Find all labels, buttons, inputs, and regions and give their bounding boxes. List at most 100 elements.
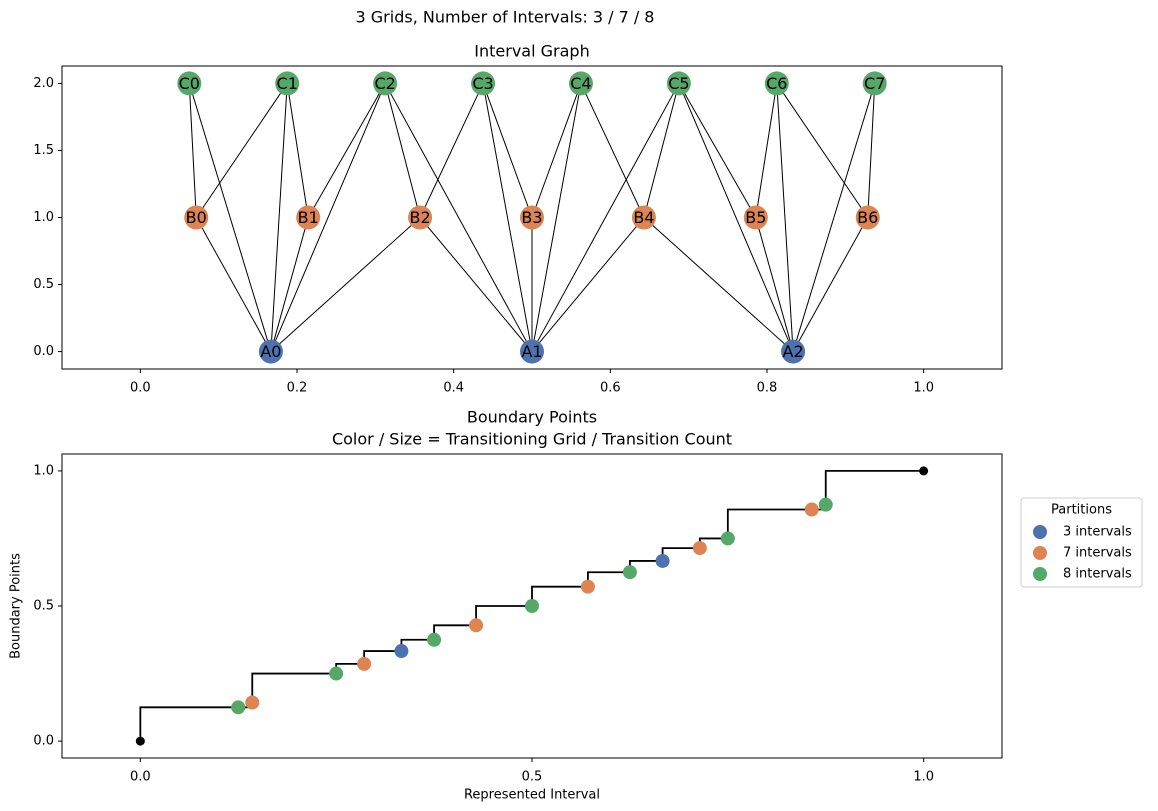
node [296,205,321,230]
edge [307,83,386,218]
edge [384,83,421,218]
edge [419,83,484,218]
edge [867,83,876,218]
edge [643,217,794,352]
edge [755,217,794,352]
node-label: C4 [570,74,591,93]
axes-title: Boundary Points [467,408,597,427]
node [177,71,202,96]
point [692,541,707,556]
edge [776,83,869,218]
legend-box [1020,497,1143,588]
point [622,565,637,580]
legend-title: Partitions [1051,503,1112,518]
edge [776,83,794,352]
edge [755,83,778,218]
node-label: B4 [633,208,654,227]
edge [270,217,309,352]
x-axis-label: Represented Interval [464,788,600,803]
node-label: B0 [186,208,207,227]
node [781,339,806,364]
y-tick-label: 0.0 [33,344,54,359]
point [231,700,246,715]
edge [188,83,272,352]
point [655,553,670,568]
point [469,618,484,633]
x-tick-label: 1.0 [913,381,934,396]
node-label: C2 [374,74,395,93]
x-tick-label: 0.8 [757,381,778,396]
axes-frame [61,453,1003,759]
edge [270,217,421,352]
node [258,339,283,364]
edge [195,217,272,352]
y-tick-label: 1.0 [33,210,54,225]
y-axis-label: Boundary Points [9,553,24,659]
node-label: C3 [472,74,493,93]
edge [792,83,876,352]
x-tick-label: 0.6 [600,381,621,396]
axes-title: Interval Graph [474,42,589,61]
node [520,339,544,364]
point [818,497,833,512]
edge [678,83,794,352]
figure-title: 3 Grids, Number of Intervals: 3 / 7 / 8 [356,8,655,27]
point [427,632,442,647]
y-tick-label: 0.5 [33,277,54,292]
node-label: C5 [668,74,689,93]
edge [270,83,288,352]
node [471,71,496,96]
node [666,71,691,96]
y-tick-label: 0.5 [33,599,54,614]
node-label: A2 [783,342,804,361]
edge [792,217,869,352]
node-label: B6 [857,208,878,227]
point [720,531,735,546]
edge [531,217,645,352]
edge [286,83,309,218]
legend-label: 3 intervals [1063,525,1132,540]
point [525,599,539,613]
node-label: C6 [766,74,787,93]
edge [531,83,582,352]
point [245,695,260,710]
node-label: A1 [521,342,542,361]
edge [482,83,533,352]
point [357,656,372,671]
node [743,205,768,230]
node-label: C1 [277,74,298,93]
edge [643,83,680,218]
node [764,71,789,96]
y-tick-label: 2.0 [33,76,54,91]
edge [188,83,197,218]
x-tick-label: 1.0 [913,770,934,785]
node [520,205,544,230]
node-label: B5 [745,208,766,227]
legend-label: 7 intervals [1063,546,1132,561]
edge [419,217,533,352]
axes-title: Color / Size = Transitioning Grid / Tran… [332,430,732,449]
node [275,71,300,96]
y-tick-label: 1.5 [33,143,54,158]
node-label: B2 [409,208,430,227]
legend-marker [1033,546,1047,560]
axes-frame [61,65,1003,370]
node [568,71,593,96]
node [408,205,433,230]
endpoint [135,736,145,746]
edge [482,83,533,218]
node [855,205,880,230]
node-label: C0 [179,74,200,93]
point [394,644,409,659]
edge [580,83,645,218]
x-tick-label: 0.0 [130,770,151,785]
y-tick-label: 1.0 [33,463,54,478]
y-tick-label: 0.0 [33,734,54,749]
node-label: B3 [521,208,542,227]
point [804,502,819,517]
node [862,71,887,96]
x-tick-label: 0.5 [522,770,543,785]
endpoint [919,466,929,476]
x-tick-label: 0.2 [287,381,308,396]
